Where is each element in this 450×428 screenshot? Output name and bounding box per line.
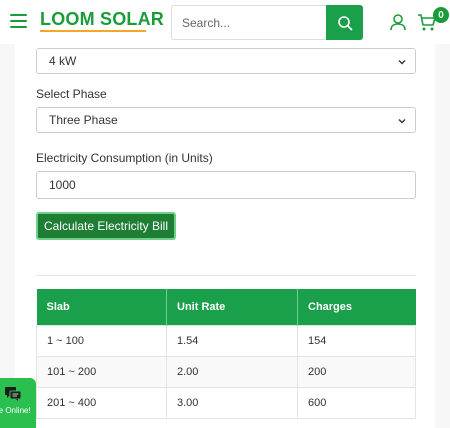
hamburger-menu-icon[interactable] — [10, 14, 27, 28]
charges-cell: 154 — [297, 324, 416, 357]
unit-rate-cell: 1.54 — [166, 324, 298, 357]
phase-label: Select Phase — [36, 87, 107, 101]
search-button[interactable] — [326, 5, 363, 40]
divider — [36, 275, 416, 276]
unit-rate-cell: 2.00 — [166, 355, 298, 388]
search-input[interactable] — [171, 5, 326, 40]
chat-widget[interactable]: re Online! — [0, 378, 36, 428]
slab-cell: 1 ~ 100 — [36, 324, 167, 357]
bill-calculator-form: 4 kW Select Phase Three Phase Electricit… — [15, 44, 435, 428]
charges-cell: 200 — [297, 355, 416, 388]
search-bar — [171, 5, 363, 40]
chevron-down-icon — [398, 60, 406, 65]
phase-select[interactable]: Three Phase — [36, 107, 416, 133]
calculate-bill-button[interactable]: Calculate Electricity Bill — [36, 212, 176, 240]
chat-icon — [5, 387, 21, 401]
table-row: 201 ~ 400 3.00 600 — [36, 386, 416, 419]
search-icon — [337, 15, 352, 30]
capacity-select[interactable]: 4 kW — [36, 48, 416, 74]
chat-status-text: re Online! — [0, 406, 31, 415]
site-header: LOOM SOLAR 0 — [0, 0, 450, 44]
table-header-row: Slab Unit Rate Charges — [36, 289, 416, 325]
phase-select-value: Three Phase — [49, 113, 118, 127]
user-icon[interactable] — [389, 13, 407, 31]
cart-icon[interactable] — [417, 12, 437, 32]
table-row: 1 ~ 100 1.54 154 — [36, 324, 416, 357]
consumption-input[interactable] — [36, 171, 416, 199]
capacity-select-value: 4 kW — [49, 54, 77, 68]
charges-cell: 600 — [297, 386, 416, 419]
consumption-label: Electricity Consumption (in Units) — [36, 151, 213, 165]
cart-count-badge: 0 — [433, 7, 449, 23]
column-header-unit-rate: Unit Rate — [166, 289, 298, 325]
table-row: 101 ~ 200 2.00 200 — [36, 355, 416, 388]
column-header-charges: Charges — [297, 289, 416, 325]
unit-rate-cell: 3.00 — [166, 386, 298, 419]
logo-underline — [40, 30, 146, 32]
slab-cell: 101 ~ 200 — [36, 355, 167, 388]
column-header-slab: Slab — [36, 289, 167, 325]
site-logo[interactable]: LOOM SOLAR — [40, 9, 164, 29]
slab-cell: 201 ~ 400 — [36, 386, 167, 419]
chevron-down-icon — [398, 119, 406, 124]
rate-table: Slab Unit Rate Charges 1 ~ 100 1.54 154 … — [36, 289, 416, 419]
